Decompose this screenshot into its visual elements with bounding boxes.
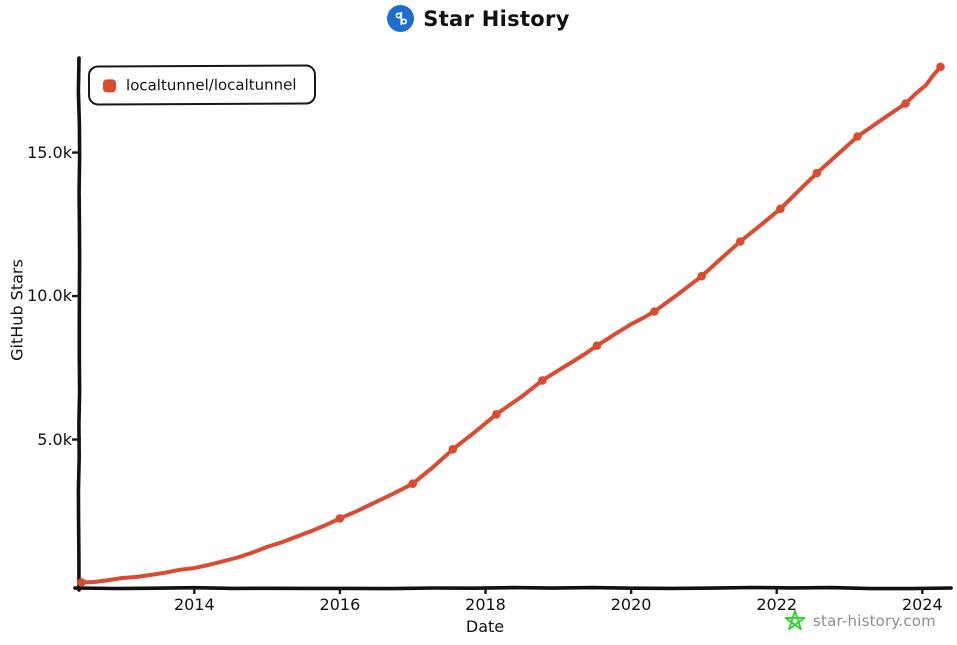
series-point [650,307,659,316]
y-axis-title: GitHub Stars [7,259,27,361]
x-tick-label: 2024 [901,595,943,614]
series-point [408,479,418,489]
x-axis-line [73,585,953,591]
series-marker-icon [102,78,117,92]
watermark-link[interactable]: star-history.com [784,610,936,632]
star-history-logo-icon [387,5,415,32]
legend-box: localtunnel/localtunnel [87,64,316,106]
series-point [736,237,745,246]
y-tick-label: 10.0k [27,286,72,306]
series-line [79,64,943,585]
green-star-icon [784,610,806,631]
legend-series-label: localtunnel/localtunnel [125,75,297,95]
logo-glyph-icon [395,11,408,26]
x-axis-title: Date [465,617,505,636]
series-point [812,168,822,178]
x-tick-label: 2022 [756,595,798,614]
y-tick-label: 15.0k [27,142,72,162]
x-tick-label: 2014 [173,595,215,614]
series-point [936,62,945,72]
series-point [448,445,458,454]
series-point [853,132,862,141]
x-tick-label: 2016 [319,595,361,614]
series-point [592,341,602,351]
page-title: Star History [423,6,570,31]
series-point [335,514,345,523]
series-point [492,410,501,419]
series-point [538,376,547,385]
y-axis-line [76,56,82,592]
x-tick-label: 2018 [465,595,506,614]
series-point [697,271,706,281]
x-tick-label: 2020 [610,595,652,614]
series-point [776,204,785,214]
series-point [77,578,86,587]
series-point [901,99,910,108]
chart-header: Star History [0,5,957,32]
y-tick-label: 5.0k [37,429,72,449]
watermark-label: star-history.com [813,612,936,630]
